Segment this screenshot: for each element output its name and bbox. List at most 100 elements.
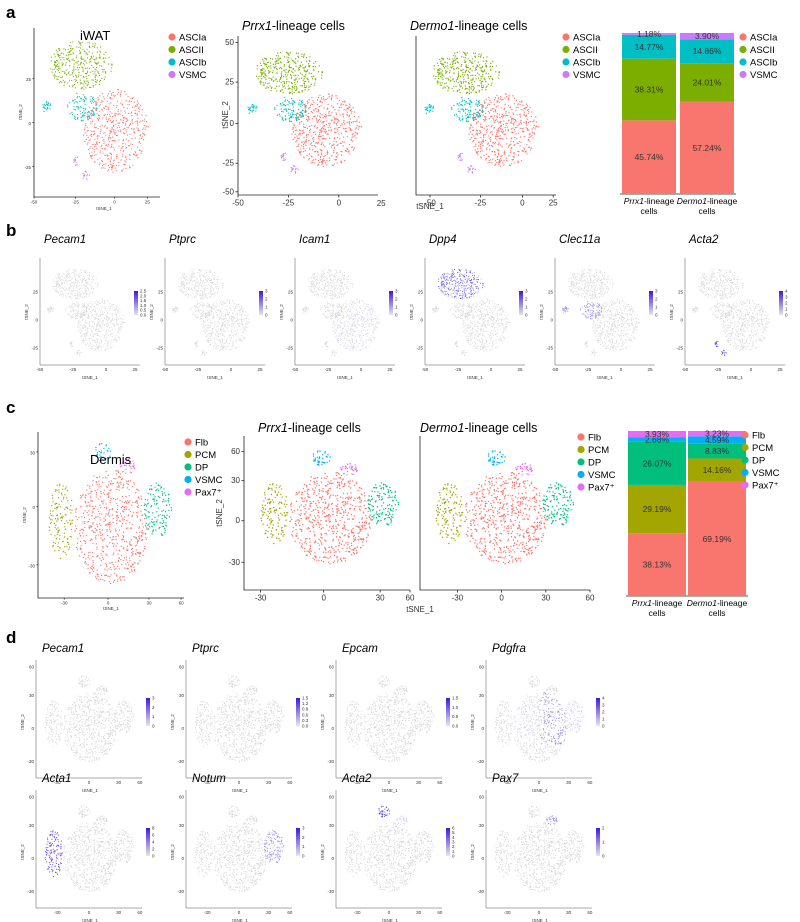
d-row2-y-tick: 30 bbox=[479, 823, 485, 828]
scatter-points-layer bbox=[42, 41, 771, 893]
a-stacked-category-label-1: Dermo1-lineage bbox=[677, 196, 738, 206]
d-row1-x-tick: 60 bbox=[437, 780, 443, 785]
colorbar-tick-label: 2 bbox=[152, 705, 155, 710]
b-x-tick: 25 bbox=[647, 367, 653, 372]
b-gene-title-icam1: Icam1 bbox=[299, 234, 330, 246]
colorbar-tick-label: 0 bbox=[265, 313, 268, 318]
colorbar-tick-label: 8 bbox=[152, 826, 155, 831]
b-x-tick: -50 bbox=[552, 367, 559, 372]
expressed-points-level-2 bbox=[546, 815, 558, 825]
y-tick-label: 0 bbox=[32, 505, 35, 510]
expressed-points-level-1 bbox=[513, 692, 585, 746]
d-row1-y-tick: 60 bbox=[179, 665, 185, 670]
d-row1-gene-title-epcam: Epcam bbox=[342, 643, 378, 655]
dermis-legend-3-swatch bbox=[184, 475, 192, 484]
colorbar-tick-label: 0 bbox=[152, 724, 155, 729]
category-gene: Prrx1 bbox=[632, 598, 653, 608]
d-row1-x-tick: 30 bbox=[266, 780, 272, 785]
b-y-tick: 0 bbox=[680, 318, 683, 323]
d-row1-gene-title-ptprc: Ptprc bbox=[192, 643, 219, 655]
cluster-points-pcm bbox=[48, 483, 74, 560]
d-row1-y-axis-title: tSNE_2 bbox=[320, 714, 325, 730]
dermis-legend-2-label: DP bbox=[195, 462, 208, 473]
unexpressed-points bbox=[47, 268, 126, 357]
b-axes-3 bbox=[424, 258, 525, 366]
category-gene: Dermo1 bbox=[677, 196, 708, 206]
colorbar-tick-label: 4 bbox=[152, 840, 155, 845]
d-row2-colorbar-3 bbox=[596, 828, 600, 856]
c-stacked-legend-2-label: DP bbox=[752, 455, 765, 466]
title-suffix: -lineage cells bbox=[272, 19, 345, 33]
d-row1-feature-epcam bbox=[344, 675, 435, 763]
dermis-legend-0-swatch bbox=[184, 438, 192, 446]
d-row2-x-tick: 0 bbox=[538, 910, 541, 915]
d-row2-x-axis-title: tSNE_1 bbox=[232, 918, 248, 922]
colorbar-tick-label: 2 bbox=[655, 297, 658, 302]
b-x-axis-title: tSNE_1 bbox=[82, 375, 98, 380]
b-gene-title-acta2: Acta2 bbox=[688, 234, 719, 246]
expressed-points-level-3 bbox=[714, 341, 728, 357]
a-legend-vsmc-swatch bbox=[562, 70, 570, 79]
b-y-tick: 0 bbox=[290, 318, 293, 323]
cluster-points-dp bbox=[143, 482, 173, 536]
b-y-tick: -25 bbox=[31, 345, 38, 350]
c-stacked-category-label2-1: cells bbox=[708, 608, 725, 618]
colorbar-tick-label: 1 bbox=[452, 849, 455, 854]
b-x-tick: 25 bbox=[777, 367, 783, 372]
b-y-tick: 0 bbox=[550, 318, 553, 323]
b-feature-ptprc bbox=[172, 268, 251, 357]
colorbar-tick-label: 0 bbox=[602, 724, 605, 729]
y-tick-label: -30 bbox=[228, 558, 240, 567]
colorbar-tick-label: 0.5 bbox=[140, 308, 147, 313]
d-row1-x-tick: 30 bbox=[116, 780, 122, 785]
a-stacked-category-label2-1: cells bbox=[698, 206, 715, 216]
d-row2-y-tick: 0 bbox=[181, 856, 184, 861]
unexpressed-points bbox=[432, 298, 511, 357]
dermis-legend-1-label: PCM bbox=[195, 450, 216, 461]
b-x-tick: 0 bbox=[230, 367, 233, 372]
d-row1-y-tick: 60 bbox=[479, 665, 485, 670]
c-stacked-category-label-1: Dermo1-lineage bbox=[687, 598, 748, 608]
d-row1-y-tick: 0 bbox=[331, 726, 334, 731]
unexpressed-points bbox=[344, 675, 435, 763]
a-stacked-bar-0-seg-0 bbox=[622, 120, 676, 194]
a-stacked-legend-3-swatch bbox=[739, 70, 747, 79]
colorbar-tick-label: 1 bbox=[602, 840, 605, 845]
cluster-points-vsmc bbox=[95, 443, 112, 462]
d-row1-x-axis-title: tSNE_1 bbox=[82, 788, 98, 793]
cluster-points-flb bbox=[74, 470, 148, 585]
b-colorbar-4 bbox=[649, 291, 653, 315]
colorbar-tick-label: 0.9 bbox=[302, 707, 309, 712]
cluster-points-vsmc bbox=[73, 156, 91, 181]
cluster-points-ascib bbox=[424, 96, 484, 123]
colorbar-tick-label: 0.6 bbox=[302, 712, 309, 717]
cluster-points-ascii bbox=[255, 51, 324, 95]
d-row1-x-axis-title: tSNE_1 bbox=[382, 788, 398, 793]
expressed-points-level-2 bbox=[439, 268, 482, 300]
b-colorbar-1 bbox=[259, 291, 263, 315]
d-row1-x-tick: -30 bbox=[354, 780, 361, 785]
a-stacked-bar-1-seg-3 bbox=[680, 32, 734, 40]
cluster-points-vsmc bbox=[487, 450, 506, 466]
a-legend-vsmc-label: VSMC bbox=[573, 70, 601, 81]
c-stacked-bar-0-seg-4 bbox=[628, 431, 686, 438]
a-dermo1-clusters bbox=[424, 51, 540, 174]
panel-label-c: c bbox=[6, 398, 15, 417]
d-row1-axes-3 bbox=[485, 660, 592, 779]
d-row2-y-tick: 0 bbox=[31, 856, 34, 861]
colorbar-tick-label: 5 bbox=[452, 830, 455, 835]
colorbar-tick-label: 0 bbox=[452, 854, 455, 859]
b-x-tick: -25 bbox=[455, 367, 462, 372]
x-tick-label: 0 bbox=[520, 199, 525, 208]
title-gene-name: Prrx1 bbox=[258, 421, 288, 435]
d-row1-x-tick: -30 bbox=[54, 780, 61, 785]
d-row2-x-tick: 30 bbox=[116, 910, 122, 915]
colorbar-tick-label: 2 bbox=[152, 847, 155, 852]
b-y-tick: 0 bbox=[160, 318, 163, 323]
x-tick-label: 60 bbox=[406, 594, 415, 603]
x-tick-label: -50 bbox=[424, 199, 436, 208]
c-stacked-category-label-0: Prrx1-lineage bbox=[632, 598, 683, 608]
d-row1-y-tick: -30 bbox=[477, 759, 484, 764]
d-row2-y-tick: 30 bbox=[179, 823, 185, 828]
